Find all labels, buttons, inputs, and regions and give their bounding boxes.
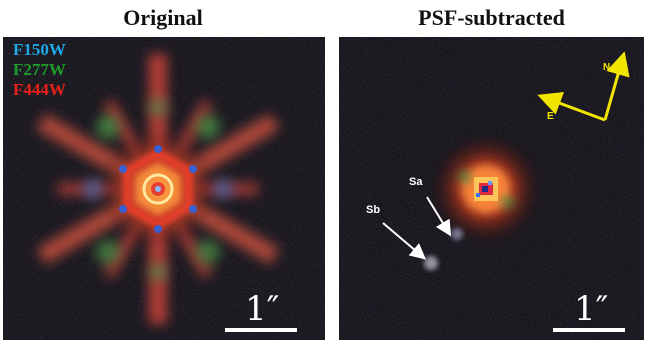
scale-label-left: 1″ xyxy=(245,289,280,329)
source-sa xyxy=(451,228,463,240)
psf-core xyxy=(119,145,197,233)
psf-subtracted-image-panel: Sa Sb N E 1″ xyxy=(339,37,644,340)
compass xyxy=(537,51,630,122)
residual-core xyxy=(474,177,498,201)
title-original: Original xyxy=(123,5,203,30)
label-sb: Sb xyxy=(366,204,381,216)
compass-label-n: N xyxy=(603,62,611,73)
filter-legend: F150W F277W F444W xyxy=(13,40,66,100)
compass-north-arrow xyxy=(603,51,630,121)
arrow-sa xyxy=(426,196,452,237)
psf-subtracted-image xyxy=(339,37,644,340)
scale-bar-left xyxy=(225,328,297,332)
original-psf-image xyxy=(3,37,325,340)
legend-f444w: F444W xyxy=(13,80,66,99)
original-image-panel: F150W F277W F444W 1″ xyxy=(3,37,325,340)
legend-f277w: F277W xyxy=(13,60,66,79)
compass-east-arrow xyxy=(537,92,606,122)
source-sb xyxy=(424,256,438,270)
title-psf-subtracted: PSF-subtracted xyxy=(418,5,565,30)
compass-label-e: E xyxy=(547,111,554,122)
legend-f150w: F150W xyxy=(13,40,66,59)
label-sa: Sa xyxy=(409,176,423,188)
scale-label-right: 1″ xyxy=(574,289,609,329)
scale-bar-right xyxy=(553,328,625,332)
arrow-sb xyxy=(382,222,427,260)
